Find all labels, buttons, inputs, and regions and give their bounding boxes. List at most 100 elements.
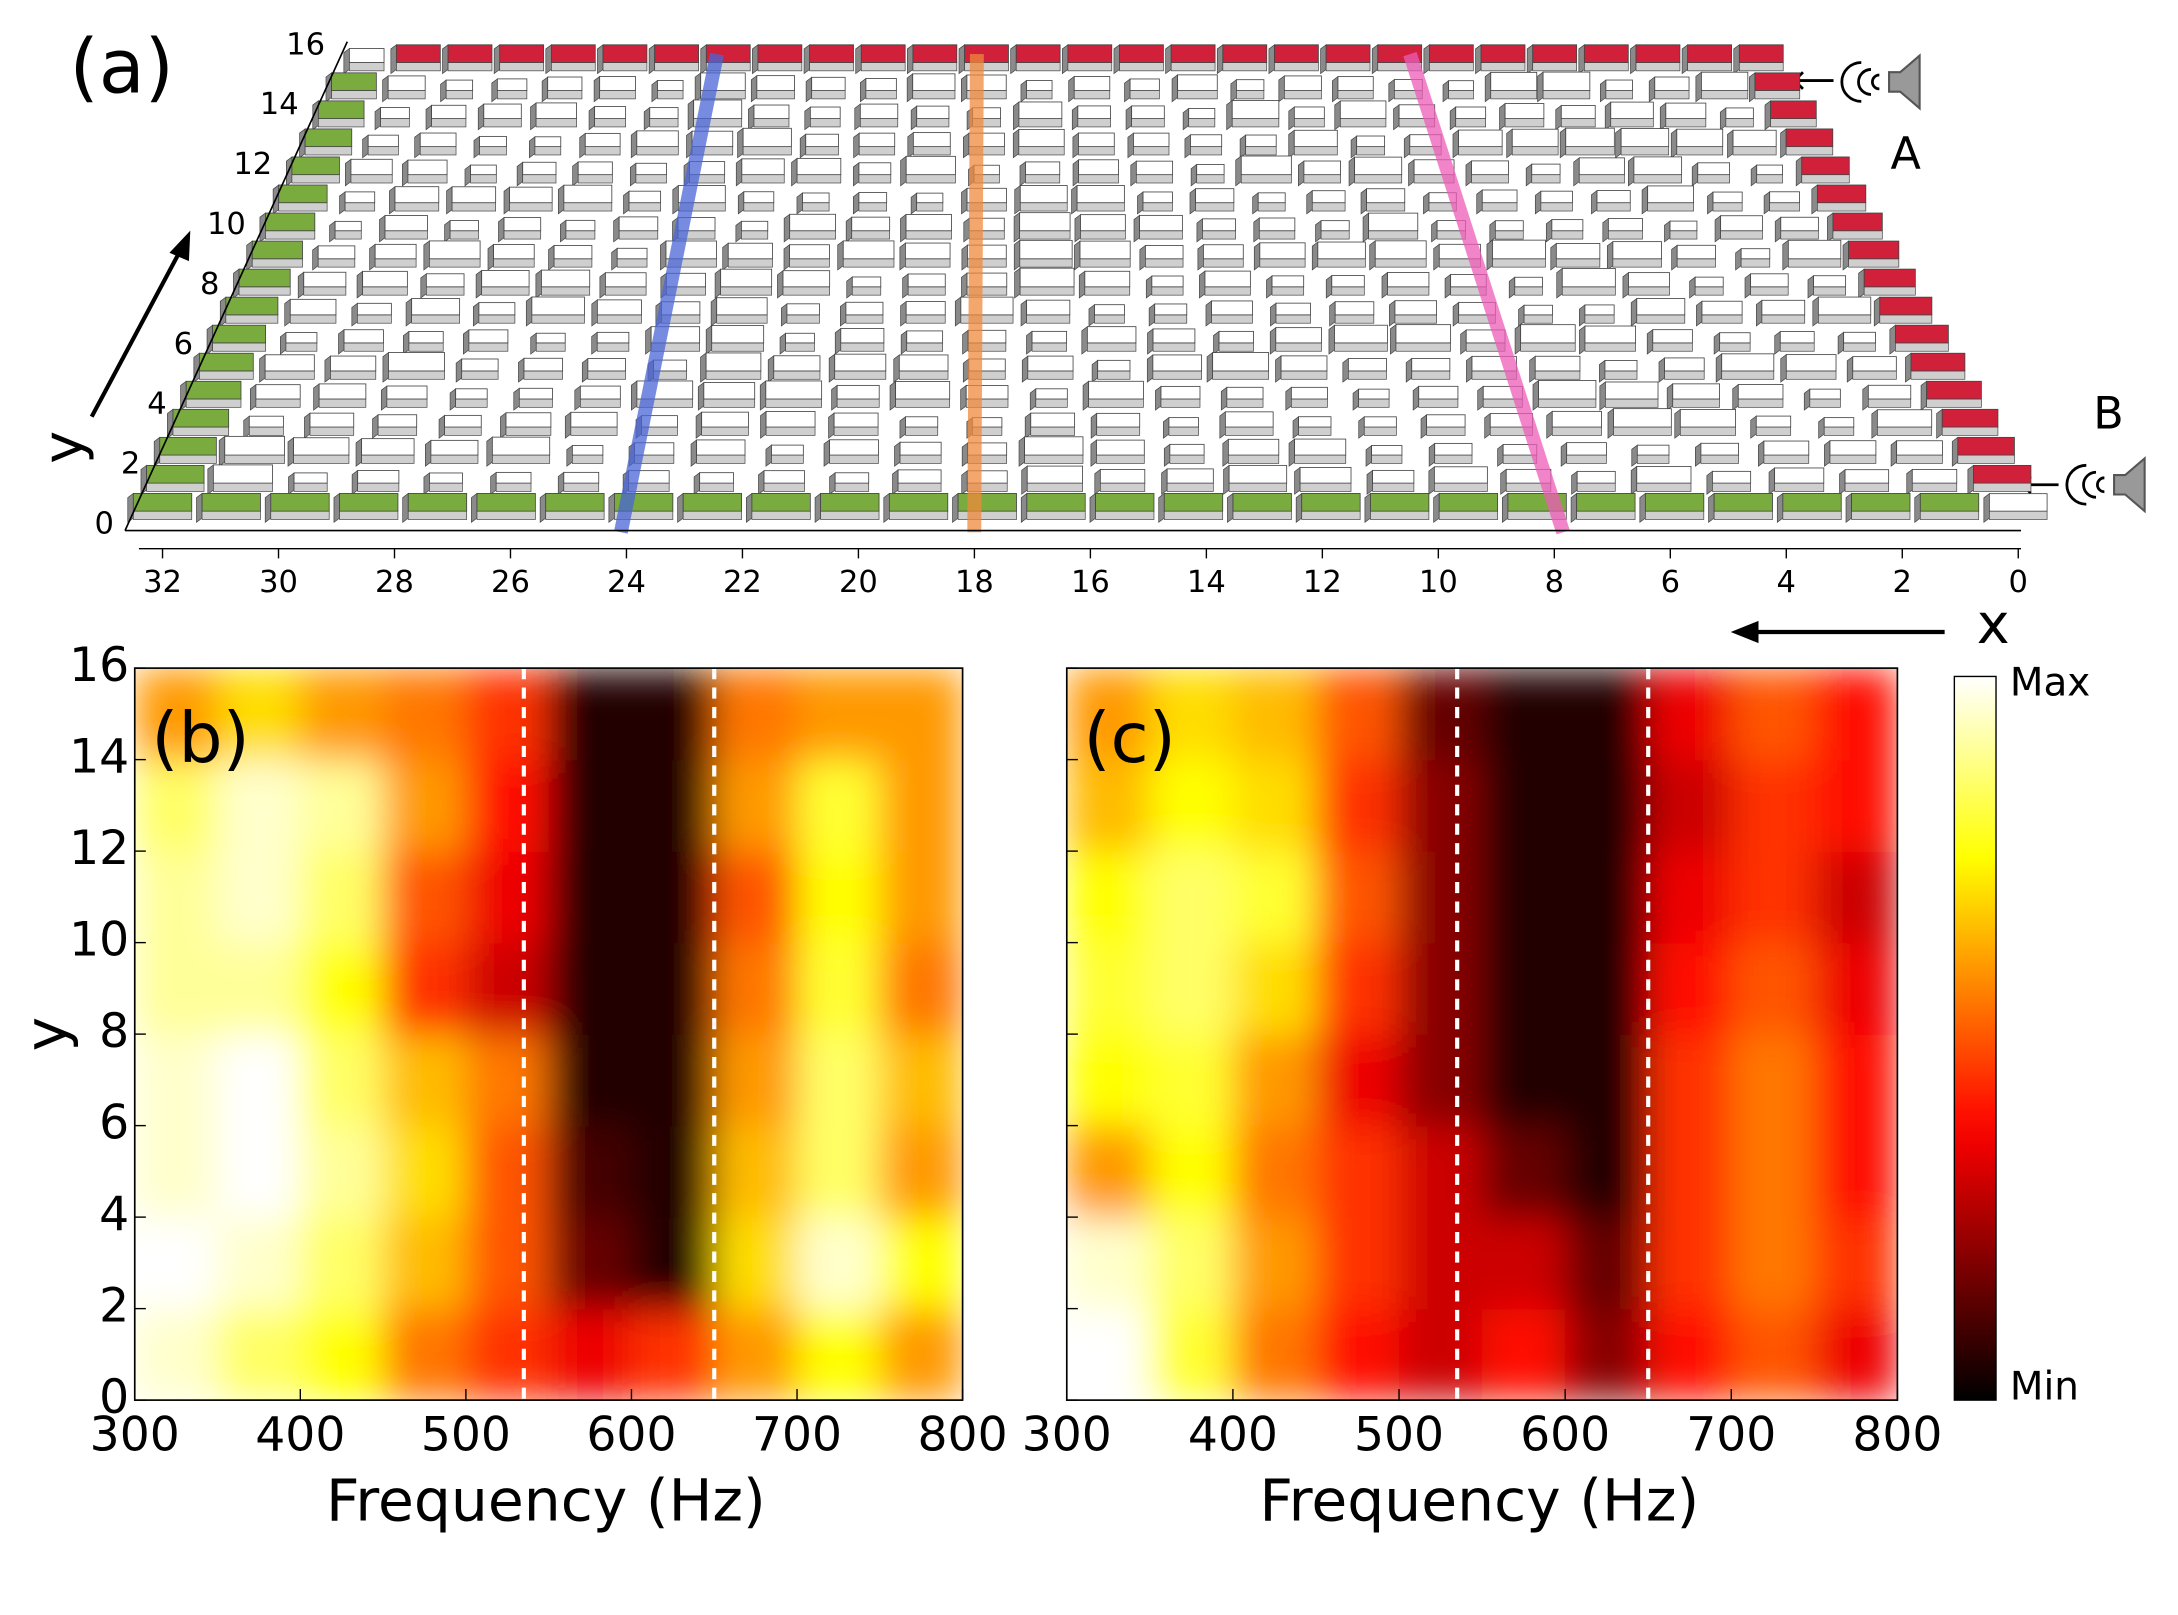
cell-side [1534,190,1542,215]
cell-top [1867,384,1912,400]
cell-top [1605,79,1633,91]
cell-front [1077,118,1111,128]
cell-front [396,62,441,72]
cell-top [1395,324,1452,344]
cell-top [1154,303,1188,316]
cell-front [1275,342,1322,352]
cell-side [1090,412,1098,439]
cell-top [449,220,479,232]
x-tick-label: 800 [918,1408,1008,1463]
cell-top [1358,388,1390,400]
y-tick-label: 8 [200,267,219,302]
cell-front [913,146,951,156]
cell-front [789,230,836,240]
heat-cell [217,851,302,944]
cell-top [1347,358,1387,372]
cell-side [1352,388,1359,411]
cell-top [1366,188,1406,204]
cell-side [557,471,565,495]
heat-cell [465,942,550,1035]
cell-top [1434,442,1473,456]
cell-top [1094,304,1125,316]
cell-top [1761,299,1806,316]
cell-side [1239,134,1247,159]
cell-front [1551,426,1602,436]
heat-cell [714,1308,798,1401]
cell-side [475,269,483,299]
cell-top [1780,216,1819,232]
cell-side [351,302,358,327]
cell-front [1604,370,1638,380]
cell-front [493,258,535,268]
cell-top [1738,44,1784,63]
cell-top [1957,436,2015,456]
cell-side [1428,466,1435,495]
cell-side [900,300,907,327]
highlight-band [614,52,724,534]
cell-front [1578,174,1625,184]
cell-top [291,156,340,176]
cell-front [1418,398,1459,408]
cell-side [471,492,478,523]
cell-top [1301,493,1361,512]
cell-top [1669,220,1698,232]
heat-cell [217,1217,302,1310]
heat-cell [797,1308,881,1401]
cell-side [529,136,536,159]
cell-top [1973,464,2032,484]
cell-front [374,258,417,268]
heat-cell [1399,1034,1483,1127]
cell-front [1540,202,1573,212]
cell-side [1294,466,1301,495]
cell-front [1168,426,1199,436]
cell-side [455,358,463,383]
cell-side [1433,492,1440,523]
cell-top [907,273,946,288]
cell-front [957,510,1017,520]
heat-cell [797,942,881,1035]
cell-side [1253,242,1261,271]
cell-side [1205,300,1212,327]
cell-top [1163,493,1224,512]
cell-top [1079,240,1131,260]
cell-top [387,75,426,91]
cell-top [1607,218,1643,232]
cell-top [430,439,479,456]
cell-top [1455,106,1487,120]
cell-top [1565,127,1615,148]
cell-side [1607,407,1614,439]
cell-side [962,329,969,355]
cell-top [1096,412,1141,428]
cell-side [440,79,447,103]
cell-front [291,174,340,184]
cell-side [889,380,896,411]
cell-front [1770,118,1817,128]
cell-side [1362,212,1369,243]
cell-side [1951,436,1959,467]
cell-side [611,247,618,271]
cell-side [597,44,604,75]
cell-front [1073,90,1111,100]
cell-front [1225,426,1274,436]
heat-cell [300,1125,384,1218]
heat-cell [548,1217,633,1310]
cell-front [1232,510,1292,520]
heat-cell [300,668,384,761]
cell-side [1890,440,1897,467]
cell-side [1171,74,1178,103]
cell-top [860,44,906,63]
cell-top [720,268,773,288]
cell-front [1190,146,1223,156]
cell-side [1776,492,1784,523]
cell-side [1532,379,1539,411]
cell-side [1573,157,1580,187]
cell-side [608,492,615,523]
x-axis-label: Frequency (Hz) [1259,1466,1699,1534]
heat-cell [797,1034,881,1127]
cell-side [697,381,705,411]
cell-top [265,212,316,232]
cell-top [429,472,463,484]
cell-top [1026,493,1086,512]
cell-side [1405,357,1413,383]
cell-side [1750,164,1758,187]
